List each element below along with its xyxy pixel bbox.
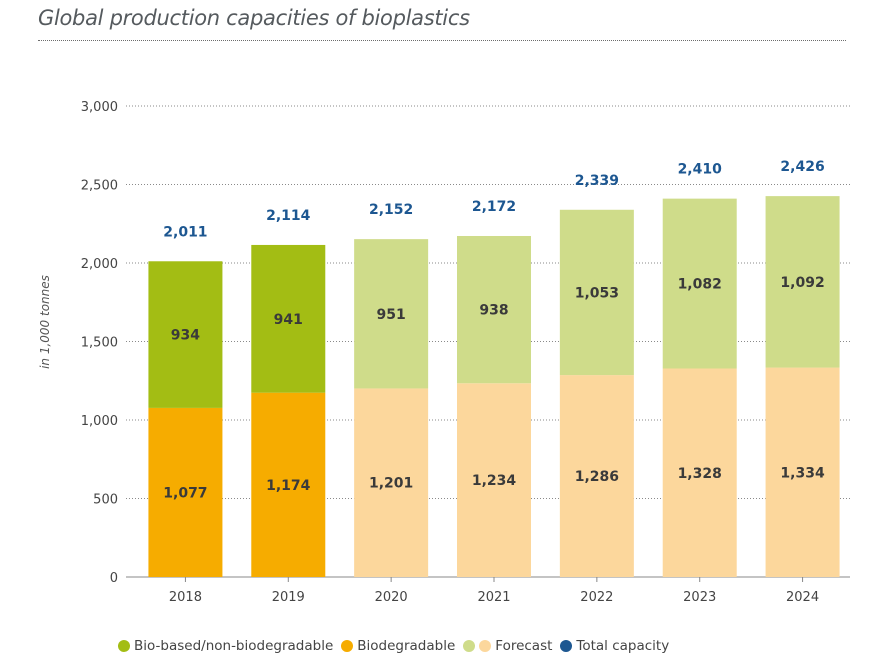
bar-bio-based-2018	[148, 261, 223, 408]
data-label-total: 2,011	[163, 224, 207, 240]
x-tick-label: 2019	[272, 590, 305, 605]
bar-biodegradable-2024	[765, 367, 840, 577]
legend-item-bio-based: Bio-based/non-biodegradable	[118, 638, 333, 654]
data-label-bio-based: 1,053	[575, 285, 619, 301]
x-tick-label: 2021	[477, 590, 510, 605]
data-label-biodegradable: 1,201	[369, 476, 413, 492]
y-tick-label: 500	[93, 493, 118, 508]
legend-label-forecast: Forecast	[495, 638, 553, 654]
data-label-biodegradable: 1,286	[575, 469, 619, 485]
blue-dot-icon	[560, 640, 573, 652]
bar-bio-based-2021	[457, 235, 531, 384]
data-label-total: 2,172	[472, 199, 516, 215]
light-orange-dot-icon	[479, 640, 492, 652]
bar-biodegradable-2023	[662, 368, 737, 577]
y-axis-label: in 1,000 tonnes	[38, 275, 52, 369]
bar-biodegradable-2021	[457, 383, 531, 577]
data-label-biodegradable: 1,328	[678, 466, 722, 482]
chart-title: Global production capacities of bioplast…	[38, 6, 470, 30]
legend-label-total: Total capacity	[576, 638, 670, 654]
data-label-bio-based: 951	[377, 307, 406, 323]
data-label-total: 2,339	[575, 173, 619, 189]
data-label-total: 2,426	[780, 159, 824, 175]
bar-biodegradable-2022	[559, 375, 634, 577]
y-tick-label: 2,500	[81, 179, 118, 194]
y-tick-label: 1,500	[81, 336, 118, 351]
bar-bio-based-2020	[354, 239, 429, 389]
chart-legend: Bio-based/non-biodegradable Biodegradabl…	[118, 636, 677, 656]
data-label-biodegradable: 1,334	[780, 465, 825, 481]
y-tick-label: 3,000	[81, 100, 118, 115]
data-label-total: 2,410	[678, 162, 723, 178]
title-divider	[38, 40, 846, 41]
data-label-bio-based: 938	[479, 303, 508, 319]
orange-dot-icon	[341, 640, 354, 652]
x-tick-label: 2020	[375, 590, 408, 605]
x-tick-label: 2024	[786, 590, 819, 605]
data-label-biodegradable: 1,234	[472, 473, 517, 489]
x-tick-label: 2018	[169, 590, 202, 605]
chart-area: 0 500 1,000 1,500 2,000 2,500 3,000 in 1,000 to…	[38, 100, 850, 605]
data-label-biodegradable: 1,174	[266, 478, 311, 494]
legend-item-total: Total capacity	[560, 638, 669, 654]
bar-bio-based-2019	[251, 244, 326, 393]
y-tick-label: 2,000	[81, 257, 118, 272]
data-label-bio-based: 1,082	[678, 277, 722, 293]
y-tick-label: 0	[110, 571, 118, 586]
bar-bio-based-2024	[765, 196, 840, 368]
legend-item-biodegradable: Biodegradable	[341, 638, 455, 654]
bar-bio-based-2023	[662, 198, 737, 369]
x-tick-label: 2023	[683, 590, 716, 605]
legend-item-forecast: Forecast	[463, 638, 552, 654]
data-label-bio-based: 941	[274, 312, 303, 328]
legend-label-biodegradable: Biodegradable	[357, 638, 456, 654]
data-label-bio-based: 934	[171, 328, 200, 344]
data-label-bio-based: 1,092	[780, 275, 824, 291]
bar-bio-based-2022	[559, 209, 634, 376]
data-label-total: 2,114	[266, 208, 311, 224]
light-green-dot-icon	[463, 640, 476, 652]
y-tick-label: 1,000	[81, 414, 118, 429]
bar-biodegradable-2019	[251, 392, 326, 577]
bar-biodegradable-2020	[354, 388, 429, 577]
bar-biodegradable-2018	[148, 407, 223, 577]
legend-label-bio-based: Bio-based/non-biodegradable	[134, 638, 334, 654]
data-label-biodegradable: 1,077	[163, 485, 207, 501]
x-tick-label: 2022	[580, 590, 613, 605]
green-dot-icon	[118, 640, 130, 652]
data-label-total: 2,152	[369, 202, 413, 218]
